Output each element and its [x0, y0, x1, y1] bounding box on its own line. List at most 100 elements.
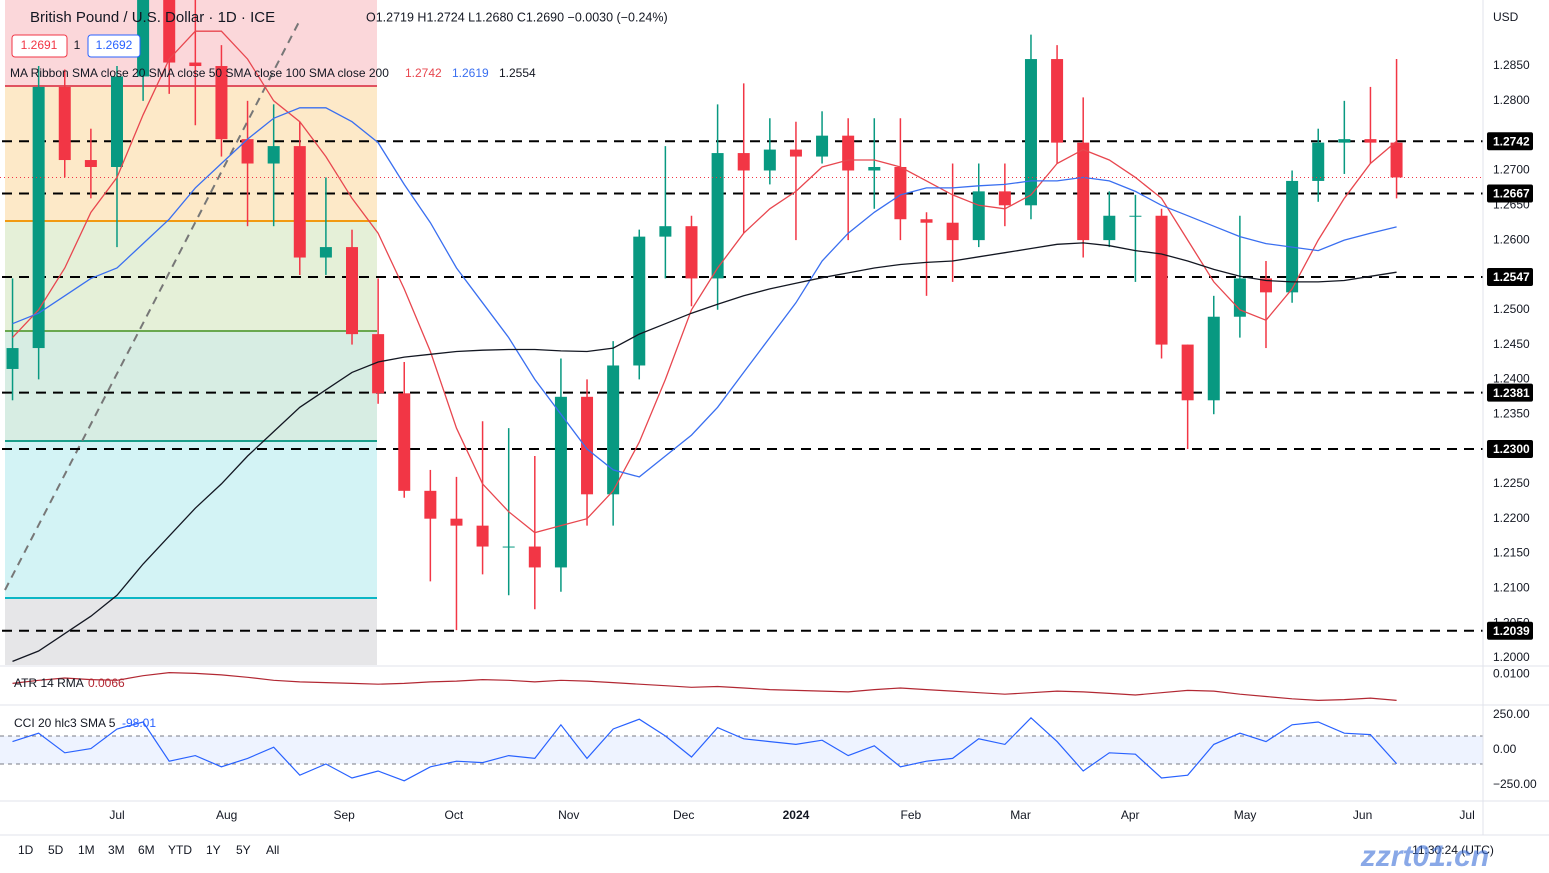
candle-body	[502, 546, 515, 548]
candle-body	[789, 149, 802, 157]
cci-band	[0, 735, 1483, 764]
symbol-title: British Pound / U.S. Dollar · 1D · ICE	[30, 9, 275, 26]
level-label-box	[1487, 132, 1533, 151]
y-tick-label: 1.2500	[1493, 302, 1530, 316]
moving-average	[12, 107, 1397, 478]
level-label-box	[1487, 184, 1533, 203]
candle-body	[763, 149, 776, 171]
range-button[interactable]: All	[266, 843, 279, 857]
moving-average	[12, 242, 1397, 663]
candle-body	[372, 334, 385, 394]
candle-body	[711, 153, 724, 279]
cci-value: -98.01	[122, 716, 156, 730]
x-tick-label: Mar	[1010, 808, 1031, 822]
y-tick-label: 1.2700	[1493, 163, 1530, 177]
candle-body	[189, 62, 202, 67]
x-tick-label: 2024	[783, 808, 810, 822]
watermark: zzrt01.cn	[1360, 840, 1489, 873]
x-tick-label: Jul	[1459, 808, 1474, 822]
level-label: 1.2742	[1493, 134, 1530, 148]
x-tick-label: Jun	[1353, 808, 1372, 822]
currency[interactable]: USD	[1493, 10, 1519, 24]
candle-body	[1103, 215, 1116, 241]
candle-body	[476, 525, 489, 547]
ask-box[interactable]	[87, 34, 141, 58]
range-button[interactable]: 1Y	[206, 843, 221, 857]
y-tick-label: 1.2400	[1493, 372, 1530, 386]
candle-body	[1051, 59, 1064, 143]
candle-body	[215, 66, 228, 140]
y-tick-label: 1.2350	[1493, 406, 1530, 420]
candle-body	[319, 247, 332, 258]
candle-body	[816, 135, 829, 157]
y-tick-label: 1.2450	[1493, 337, 1530, 351]
x-tick-label: Dec	[673, 808, 694, 822]
level-label-box	[1487, 621, 1533, 640]
candle-body	[998, 191, 1011, 206]
range-button[interactable]: 1M	[78, 843, 95, 857]
range-button[interactable]: 3M	[108, 843, 125, 857]
x-tick-label: Sep	[333, 808, 355, 822]
ma-legend: MA Ribbon SMA close 20 SMA close 50 SMA …	[10, 66, 389, 80]
bid-box[interactable]	[11, 34, 68, 58]
candle-body	[633, 236, 646, 366]
range-button[interactable]: 5Y	[236, 843, 251, 857]
candle-body	[346, 247, 359, 335]
trend-line	[4, 19, 301, 591]
range-button[interactable]: 5D	[48, 843, 64, 857]
candle-body	[1338, 139, 1351, 143]
candle-body	[110, 76, 123, 167]
candle-body	[1312, 142, 1325, 181]
candle-body	[6, 348, 19, 369]
candle-body	[163, 0, 176, 63]
price-pane	[0, 0, 1483, 663]
fib-zone	[5, 331, 377, 441]
ma-value: 1.2619	[452, 66, 489, 80]
range-button[interactable]: YTD	[168, 843, 192, 857]
candle-body	[241, 139, 254, 164]
candle-body	[450, 518, 463, 526]
x-tick-label: Oct	[445, 808, 464, 822]
candle-body	[920, 219, 933, 223]
x-tick-label: Apr	[1121, 808, 1140, 822]
ma-value: 1.2554	[499, 66, 536, 80]
range-button[interactable]: 6M	[138, 843, 155, 857]
candle-body	[868, 166, 881, 171]
atr-line	[12, 671, 1397, 702]
candle-body	[607, 365, 620, 495]
y-tick-label: 1.2000	[1493, 650, 1530, 664]
candle-body	[84, 160, 97, 167]
candle-body	[737, 153, 750, 171]
clock: 11:30:24 (UTC)	[1412, 843, 1494, 857]
y-tick-label: −250.00	[1493, 777, 1537, 791]
y-tick-label: 1.2150	[1493, 546, 1530, 560]
bid: 1.2691	[21, 38, 58, 52]
candle-body	[1024, 59, 1037, 206]
range-button[interactable]: 1D	[18, 843, 34, 857]
fib-zone	[5, 441, 377, 598]
candle-body	[659, 226, 672, 237]
x-tick-label: May	[1234, 808, 1257, 822]
candle-body	[1155, 215, 1168, 345]
cci-line	[12, 716, 1398, 782]
candle-body	[293, 146, 306, 258]
candle-body	[581, 396, 594, 495]
candle-body	[398, 393, 411, 491]
y-tick-label: 1.2100	[1493, 580, 1530, 594]
level-label: 1.2667	[1493, 187, 1530, 201]
x-tick-label: Feb	[901, 808, 922, 822]
spread: 1	[74, 38, 81, 52]
moving-average	[12, 30, 1398, 534]
candle-body	[528, 546, 541, 568]
candle-body	[842, 135, 855, 171]
level-label: 1.2300	[1493, 442, 1530, 456]
y-tick-label: 1.2600	[1493, 232, 1530, 246]
candle-body	[1077, 142, 1090, 241]
candle-body	[685, 226, 698, 279]
y-tick-label: 250.00	[1493, 707, 1530, 721]
level-label: 1.2039	[1493, 624, 1530, 638]
ma-value: 1.2742	[405, 66, 442, 80]
ohlc: O1.2719 H1.2724 L1.2680 C1.2690 −0.0030 …	[366, 10, 668, 24]
candle-body	[972, 191, 985, 241]
